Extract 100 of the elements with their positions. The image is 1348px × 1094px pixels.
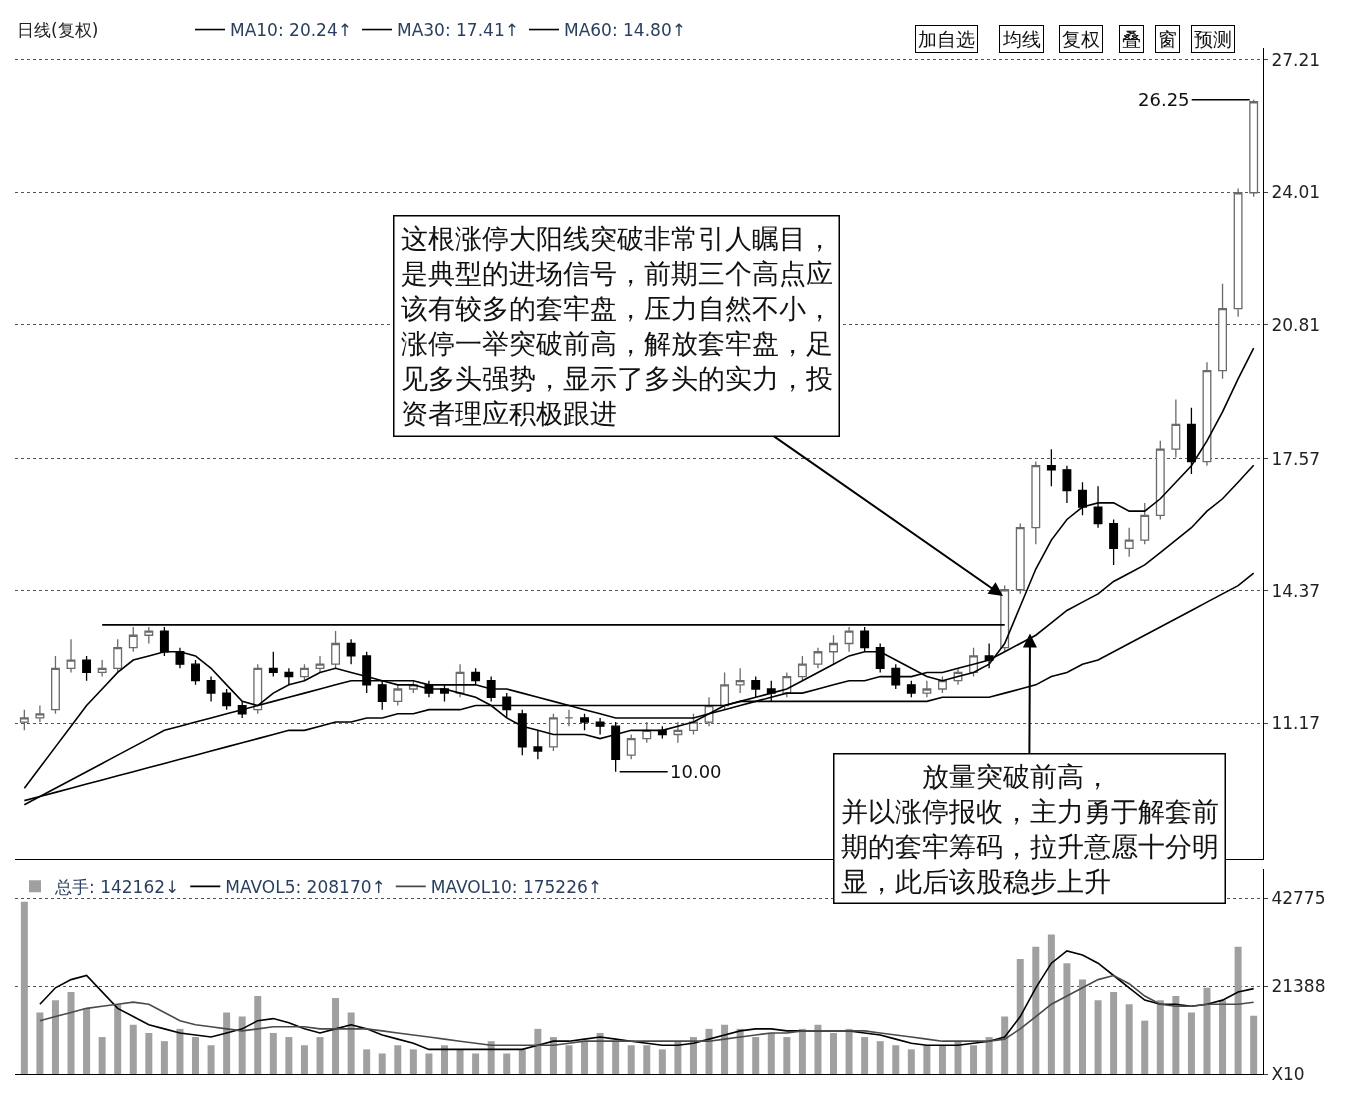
bar (549, 1037, 557, 1074)
y-tick-label: 21388 (1271, 976, 1326, 997)
candlestick (735, 667, 745, 694)
candlestick (626, 733, 636, 760)
bar (814, 1024, 822, 1074)
y-tick-label: 24.01 (1271, 182, 1321, 203)
candlestick (253, 663, 263, 715)
bar (876, 1041, 884, 1074)
candlestick (1031, 460, 1041, 545)
chart-title: 日线(复权) (17, 20, 99, 40)
bar (534, 1028, 542, 1074)
candlestick (393, 684, 403, 707)
candlestick (377, 680, 387, 711)
bar (1032, 946, 1040, 1074)
candlestick (331, 630, 341, 669)
bar (830, 1032, 838, 1074)
candlestick (922, 680, 932, 698)
bar (1141, 1020, 1149, 1074)
candlestick (1000, 584, 1010, 653)
candlestick (1249, 99, 1259, 198)
annotation: 加自选 (918, 28, 975, 50)
bar (1219, 1000, 1227, 1074)
candlestick (362, 651, 372, 694)
candlestick (51, 655, 60, 715)
bar (347, 1012, 355, 1074)
candlestick (1171, 398, 1181, 459)
bar (332, 998, 340, 1074)
candlestick (82, 655, 92, 682)
bar (363, 1049, 371, 1074)
bar (456, 1049, 464, 1074)
candlestick (97, 659, 107, 678)
candlestick (937, 675, 947, 694)
bar (83, 1008, 91, 1074)
bar (1125, 1004, 1133, 1074)
bar (192, 1037, 200, 1074)
bar (300, 1045, 308, 1074)
bar (643, 1045, 651, 1074)
candlestick (191, 659, 200, 686)
bar (689, 1037, 697, 1074)
annotation: 均线 (1002, 28, 1041, 50)
candlestick (35, 704, 45, 723)
bar (721, 1024, 729, 1074)
candlestick (19, 709, 29, 731)
candlestick (315, 655, 325, 674)
candlestick (533, 729, 543, 760)
bar (472, 1053, 480, 1074)
annotation: 这根涨停大阳线突破非常引人瞩目，是典型的进场信号，前期三个高点应该有较多的套牢盘，压力自然不小，涨停一举突破前高，解放套牢盘，足见多头强势，显示了多头的实力，投资者理应积极跟进 (400, 222, 833, 429)
bar (970, 1045, 978, 1074)
bar (378, 1053, 386, 1074)
y-tick-label: 27.21 (1271, 49, 1321, 70)
candlestick (1015, 522, 1025, 595)
y-tick-label: 17.57 (1271, 448, 1321, 469)
candlestick (113, 638, 123, 674)
annotation: 26.25 (1138, 89, 1190, 110)
candlestick (611, 721, 621, 773)
bar (783, 1037, 791, 1074)
candlestick (1109, 518, 1119, 566)
bar (752, 1037, 760, 1074)
bar (316, 1037, 324, 1074)
candlestick (222, 688, 232, 711)
bar (923, 1045, 931, 1074)
candlestick (299, 663, 309, 682)
candlestick (1046, 448, 1056, 487)
bar (51, 1000, 59, 1074)
bar (798, 1028, 806, 1074)
candlestick (1218, 283, 1227, 380)
bar (627, 1045, 635, 1074)
bar (1016, 959, 1024, 1074)
candlestick (128, 626, 138, 653)
legend-label: MA30: 17.41↑ (396, 20, 519, 41)
candlestick (720, 671, 730, 711)
legend-label: 总手: 142162↓ (54, 876, 180, 897)
y-tick-label: 11.17 (1271, 713, 1321, 734)
legend-label: MA10: 20.24↑ (230, 20, 352, 41)
candlestick (284, 667, 294, 686)
line-series (39, 950, 1255, 1051)
bar (160, 1041, 168, 1074)
bar (487, 1041, 495, 1074)
bar (409, 1049, 417, 1074)
legend-label: MAVOL5: 208170↑ (225, 876, 386, 897)
candlestick (829, 634, 838, 665)
candlestick (689, 713, 698, 736)
candlestick (564, 709, 574, 727)
candlestick (813, 646, 823, 669)
annotation: 复权 (1062, 28, 1100, 50)
candlestick (517, 709, 527, 756)
y-tick-label: 42775 (1271, 888, 1326, 909)
annotation: 叠 (1122, 28, 1141, 50)
candlestick (1140, 502, 1150, 545)
bar (145, 1032, 153, 1074)
bar (98, 1037, 106, 1074)
candlestick (346, 638, 356, 665)
bar (938, 1045, 946, 1074)
bar (176, 1028, 184, 1074)
candlestick (66, 638, 76, 674)
bar (269, 1032, 277, 1074)
bar (20, 901, 28, 1074)
bar (1001, 1016, 1009, 1074)
bar (658, 1049, 666, 1074)
candlestick (797, 655, 807, 682)
